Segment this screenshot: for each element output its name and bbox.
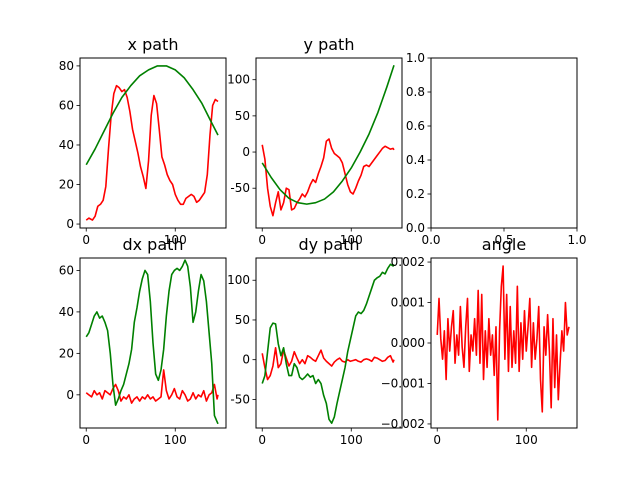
- angle-xtick-label: 100: [515, 433, 538, 447]
- x-path-frame: [79, 57, 227, 229]
- angle-series-0-line: [436, 265, 570, 421]
- dy-path-ytick-label: 50: [235, 313, 250, 327]
- dy-path-ytick-label: 0: [242, 353, 250, 367]
- x-path-xtick-label: 100: [164, 233, 187, 247]
- angle-panel: 0 100 −0.002 −0.001 0.000 0.001 0.002 angle: [381, 235, 578, 447]
- dx-path-ytick-label: 40: [59, 305, 74, 319]
- empty-ytick-label: 0.6: [406, 119, 425, 133]
- y-path-series-0-line: [261, 138, 395, 217]
- y-path-ytick-label: 50: [235, 109, 250, 123]
- dy-path-ytick-label: 100: [227, 273, 250, 287]
- angle-title: angle: [482, 235, 526, 254]
- dx-path-ytick-label: 60: [59, 263, 74, 277]
- angle-ytick-label: 0.001: [391, 296, 425, 310]
- dx-path-panel: 0 100 0 20 40 60 dx path: [59, 235, 227, 447]
- empty-ytick-label: 0.2: [406, 187, 425, 201]
- empty-ytick-label: 0.0: [406, 221, 425, 235]
- dx-path-ytick-label: 0: [66, 388, 74, 402]
- dy-path-title: dy path: [298, 235, 359, 254]
- x-path-xtick-label: 0: [82, 233, 90, 247]
- dy-path-ytick-label: -50: [230, 392, 250, 406]
- x-path-ytick-label: 80: [59, 59, 74, 73]
- dy-path-xtick-label: 0: [258, 433, 266, 447]
- empty-ytick-label: 0.8: [406, 85, 425, 99]
- x-path-panel: 0 100 0 20 40 60 80 x path: [59, 35, 227, 247]
- x-path-ytick-label: 40: [59, 138, 74, 152]
- angle-ytick-label: −0.001: [381, 376, 425, 390]
- dx-path-ytick-label: 20: [59, 346, 74, 360]
- dx-path-xtick-label: 100: [164, 433, 187, 447]
- empty-xtick-label: 0.0: [421, 233, 440, 247]
- empty-panel: 0.0 0.5 1.0 0.0 0.2 0.4 0.6 0.8 1.0: [406, 51, 587, 247]
- dx-path-series-1-line: [85, 259, 219, 425]
- angle-ytick-label: 0.000: [391, 336, 425, 350]
- dx-path-xtick-label: 0: [82, 433, 90, 447]
- y-path-title: y path: [304, 35, 355, 54]
- dx-path-series-0-line: [85, 369, 219, 404]
- y-path-xtick-label: 0: [258, 233, 266, 247]
- x-path-ytick-label: 20: [59, 178, 74, 192]
- y-path-series-1-line: [261, 64, 395, 205]
- x-path-title: x path: [128, 35, 179, 54]
- dx-path-title: dx path: [122, 235, 183, 254]
- dx-path-frame: [79, 257, 227, 429]
- empty-ytick-label: 0.4: [406, 153, 425, 167]
- dy-path-xtick-label: 100: [340, 433, 363, 447]
- angle-ytick-label: 0.002: [391, 255, 425, 269]
- angle-ytick-label: −0.002: [381, 417, 425, 431]
- y-path-xtick-label: 100: [340, 233, 363, 247]
- x-path-series-0-line: [85, 84, 219, 221]
- x-path-series-1-line: [85, 65, 219, 166]
- empty-xtick-label: 1.0: [567, 233, 586, 247]
- dy-path-series-1-line: [261, 263, 395, 425]
- y-path-ytick-label: 0: [242, 145, 250, 159]
- empty-xtick-label: 0.5: [494, 233, 513, 247]
- empty-ytick-label: 1.0: [406, 51, 425, 65]
- empty-frame: [430, 57, 578, 229]
- x-path-ytick-label: 0: [66, 217, 74, 231]
- y-path-frame: [255, 57, 403, 229]
- y-path-ytick-label: 100: [227, 73, 250, 87]
- y-path-ytick-label: -50: [230, 181, 250, 195]
- dy-path-frame: [255, 257, 403, 429]
- x-path-ytick-label: 60: [59, 98, 74, 112]
- y-path-panel: 0 100 -50 0 50 100 y path: [227, 35, 403, 247]
- angle-xtick-label: 0: [433, 433, 441, 447]
